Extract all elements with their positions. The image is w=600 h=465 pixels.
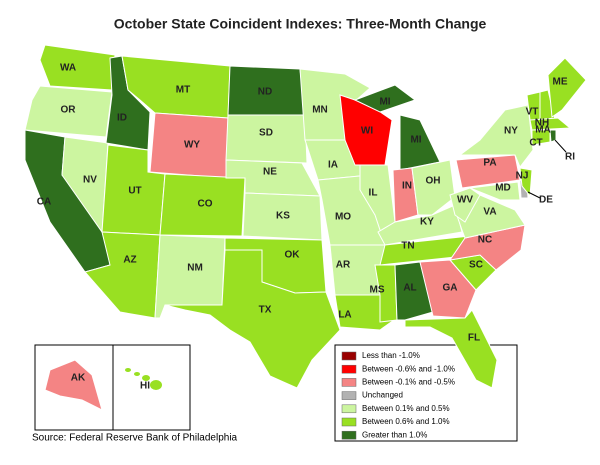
state-label: AK [71, 373, 86, 384]
state-label: MI [410, 135, 421, 146]
state-label: NE [263, 167, 277, 178]
state-label: LA [338, 310, 351, 321]
state-shape [519, 167, 533, 198]
state-label: GA [443, 283, 458, 294]
state-label: UT [128, 186, 141, 197]
state-label: AZ [123, 255, 136, 266]
legend-label: Between -0.6% and -1.0% [362, 364, 455, 373]
state-label: VT [526, 107, 539, 118]
legend-swatch [341, 351, 357, 361]
state-label: NV [83, 175, 97, 186]
state-label: TX [259, 305, 272, 316]
state-shape [159, 173, 246, 237]
legend-label: Unchanged [362, 391, 403, 400]
state-label: TN [401, 241, 414, 252]
state-label: AR [336, 260, 351, 271]
state-label: OK [285, 250, 301, 261]
state-label: AL [403, 283, 416, 294]
leader-line [527, 191, 541, 199]
state-label: WV [457, 195, 473, 206]
source-note: Source: Federal Reserve Bank of Philadel… [32, 433, 238, 444]
state-shape [164, 249, 341, 389]
state-shape [458, 104, 534, 168]
leader-line [554, 139, 567, 153]
state-label: OR [61, 105, 77, 116]
state-shape [150, 380, 162, 390]
state-label: CO [198, 199, 213, 210]
state-shape [39, 44, 116, 91]
map-title: October State Coincident Indexes: Three-… [114, 16, 487, 32]
state-label: MN [312, 105, 328, 116]
legend-frame [334, 344, 518, 442]
legend-label: Between -0.1% and -0.5% [362, 378, 455, 387]
state-label: SC [469, 260, 483, 271]
legend-label: Between 0.1% and 0.5% [362, 404, 450, 413]
state-shape [44, 359, 103, 411]
state-shape [529, 117, 572, 131]
state-label: ME [553, 77, 568, 88]
state-label: WI [361, 126, 373, 137]
state-label: ID [117, 113, 127, 124]
state-label: IA [328, 160, 338, 171]
state-label: IL [369, 188, 378, 199]
state-label: FL [468, 333, 480, 344]
legend-swatch [341, 378, 357, 387]
state-shape [469, 181, 521, 201]
legend-label: Less than -1.0% [362, 351, 420, 360]
state-label: MI [379, 97, 390, 108]
state-label: VA [483, 207, 496, 218]
state-label: WY [184, 140, 200, 151]
state-shape [449, 187, 481, 223]
state-label: NM [187, 263, 203, 274]
legend-swatch [341, 404, 357, 414]
state-label: NC [478, 235, 492, 246]
state-shape [24, 85, 113, 138]
state-label: KY [420, 217, 434, 228]
state-label: CT [529, 138, 542, 149]
state-shape [225, 114, 308, 164]
legend-label: Greater than 1.0% [362, 430, 427, 439]
state-label: PA [483, 158, 496, 169]
state-shape [134, 372, 140, 376]
state-shape [531, 129, 551, 146]
state-label: SD [259, 128, 273, 139]
state-label: NY [504, 126, 518, 137]
state-label: MO [335, 212, 351, 223]
state-label: IN [402, 181, 412, 192]
state-label: MD [495, 183, 511, 194]
state-shape [404, 309, 498, 389]
legend-swatch [341, 430, 357, 440]
legend-label: Between 0.6% and 1.0% [362, 417, 450, 426]
state-label: RI [565, 152, 575, 163]
state-label: OH [426, 176, 441, 187]
state-label: KS [276, 211, 290, 222]
state-label: MA [535, 125, 551, 136]
state-label: MT [176, 85, 190, 96]
legend-swatch [341, 364, 357, 374]
state-shape [334, 294, 395, 331]
state-shape [125, 368, 131, 372]
state-label: NH [535, 118, 549, 129]
state-shape [549, 129, 557, 143]
state-shape [353, 84, 417, 113]
state-label: CA [37, 197, 51, 208]
state-label: ND [258, 87, 272, 98]
state-label: HI [140, 381, 150, 392]
state-shape [547, 57, 587, 118]
state-label: DE [539, 195, 553, 206]
legend-swatch [341, 417, 357, 427]
state-label: WA [60, 63, 76, 74]
state-shape [142, 375, 150, 381]
state-shape [374, 264, 398, 323]
state-label: MS [370, 285, 385, 296]
state-label: NJ [516, 171, 529, 182]
legend-swatch [341, 391, 357, 400]
state-shape [411, 159, 456, 216]
